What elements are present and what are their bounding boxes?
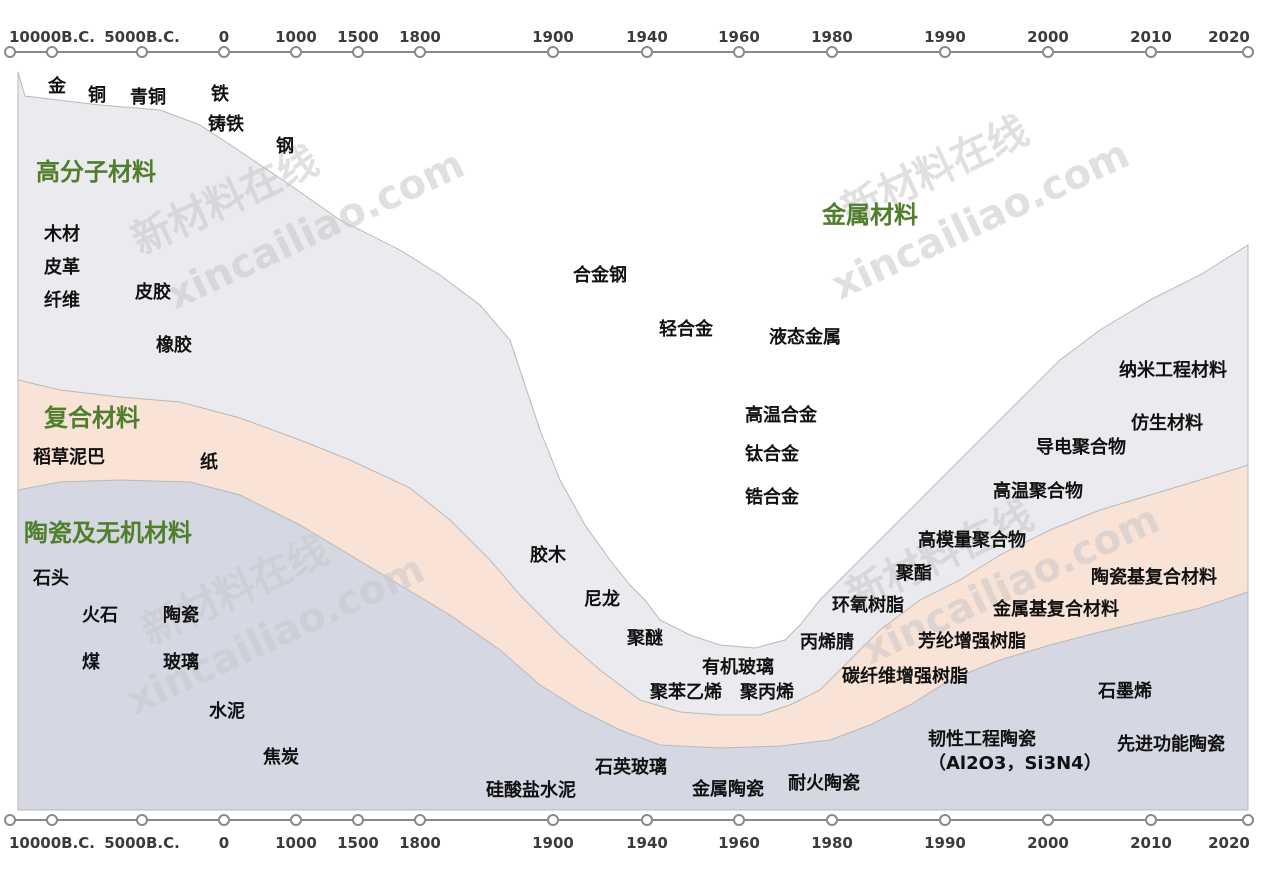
material-label: 聚醚: [626, 627, 663, 649]
material-label: 木材: [43, 223, 80, 245]
material-label: 金属陶瓷: [691, 778, 764, 800]
material-label: 稻草泥巴: [33, 446, 105, 468]
category-ceramic: 陶瓷及无机材料: [24, 519, 192, 547]
material-label: 石墨烯: [1097, 680, 1152, 702]
tick-label: 1980: [811, 28, 853, 46]
material-label: 先进功能陶瓷: [1117, 733, 1225, 755]
material-label: 高温合金: [745, 404, 818, 426]
ceramic-region: [17, 479, 1249, 811]
tick-label: 10000B.C.: [9, 28, 95, 46]
material-label: 石头: [32, 568, 69, 589]
material-label: 轻合金: [659, 318, 714, 340]
material-label: 纳米工程材料: [1119, 359, 1227, 381]
category-composite: 复合材料: [43, 404, 140, 432]
material-label: 陶瓷基复合材料: [1091, 566, 1217, 588]
tick-label: 0: [219, 28, 229, 46]
material-label: 皮胶: [135, 281, 171, 303]
material-label: 铸铁: [208, 113, 244, 135]
material-label: 导电聚合物: [1036, 436, 1126, 458]
tick-label: 1000: [275, 834, 317, 852]
category-polymer: 高分子材料: [36, 158, 156, 186]
material-label: 丙烯腈: [800, 631, 854, 653]
material-label: 尼龙: [584, 588, 620, 610]
tick-label: 1000: [275, 28, 317, 46]
material-label: 玻璃: [163, 651, 199, 673]
tick-label: 0: [219, 834, 229, 852]
material-label: 钛合金: [745, 443, 800, 465]
tick-label: 5000B.C.: [104, 834, 180, 852]
tick-label: 2010: [1130, 28, 1172, 46]
material-label: 皮革: [44, 256, 80, 278]
material-label: 焦炭: [262, 746, 299, 768]
tick-label: 1940: [626, 28, 668, 46]
material-label: 陶瓷: [163, 604, 199, 626]
tick-label: 1980: [811, 834, 853, 852]
material-label: 胶木: [530, 544, 567, 566]
material-label: 有机玻璃: [702, 656, 774, 678]
material-label: 仿生材料: [1131, 412, 1203, 434]
tick-label: 2020: [1208, 834, 1250, 852]
tick-label: 1940: [626, 834, 668, 852]
material-label: 硅酸盐水泥: [486, 779, 576, 801]
top-timeline: 10000B.C. 5000B.C. 0 1000 1500 1800 1900…: [4, 28, 1254, 58]
material-label: （Al2O3，Si3N4）: [928, 753, 1102, 774]
tick-label: 2000: [1027, 28, 1069, 46]
tick-label: 1900: [532, 834, 574, 852]
material-label: 石英玻璃: [594, 756, 667, 778]
material-label: 铜: [88, 84, 106, 106]
material-label: 纤维: [44, 289, 80, 311]
material-label: 碳纤维增强树脂: [842, 665, 968, 687]
tick-label: 1990: [924, 28, 966, 46]
tick-label: 1800: [399, 834, 441, 852]
category-metal: 金属材料: [821, 201, 918, 229]
material-label: 锆合金: [745, 486, 800, 508]
tick-label: 2020: [1208, 28, 1250, 46]
tick-label: 1800: [399, 28, 441, 46]
material-label: 橡胶: [156, 334, 192, 356]
material-label: 青铜: [130, 86, 166, 108]
material-label: 铁: [211, 83, 229, 105]
material-label: 环氧树脂: [832, 594, 904, 616]
tick-label: 10000B.C.: [9, 834, 95, 852]
tick-label: 2000: [1027, 834, 1069, 852]
tick-label: 5000B.C.: [104, 28, 180, 46]
material-label: 液态金属: [769, 326, 841, 348]
material-label: 金属基复合材料: [992, 598, 1119, 620]
category-titles: 高分子材料 金属材料 复合材料 陶瓷及无机材料: [24, 158, 918, 547]
material-label: 火石: [82, 605, 118, 626]
material-label: 高模量聚合物: [918, 529, 1026, 551]
tick-label: 2010: [1130, 834, 1172, 852]
material-label: 合金钢: [573, 264, 627, 286]
material-labels: 金 铜 青铜 铁 铸铁 钢 木材 皮革 纤维 皮胶 橡胶 合金钢 轻合金 液态金…: [32, 75, 1227, 801]
tick-label: 1960: [718, 28, 760, 46]
material-label: 纸: [200, 451, 218, 473]
material-label: 水泥: [209, 700, 245, 722]
material-label: 聚苯乙烯: [649, 681, 722, 703]
material-label: 钢: [276, 135, 294, 157]
material-label: 聚丙烯: [739, 681, 794, 703]
material-label: 煤: [82, 651, 100, 673]
bottom-timeline: 10000B.C. 5000B.C. 0 1000 1500 1800 1900…: [4, 814, 1254, 852]
tick-label: 1500: [337, 28, 379, 46]
material-label: 聚酯: [895, 563, 932, 584]
material-label: 高温聚合物: [993, 480, 1083, 502]
tick-label: 1900: [532, 28, 574, 46]
tick-label: 1960: [718, 834, 760, 852]
material-label: 芳纶增强树脂: [918, 630, 1026, 652]
tick-label: 1990: [924, 834, 966, 852]
material-label: 耐火陶瓷: [788, 772, 860, 794]
tick-label: 1500: [337, 834, 379, 852]
material-label: 韧性工程陶瓷: [928, 728, 1036, 750]
material-label: 金: [47, 75, 67, 97]
